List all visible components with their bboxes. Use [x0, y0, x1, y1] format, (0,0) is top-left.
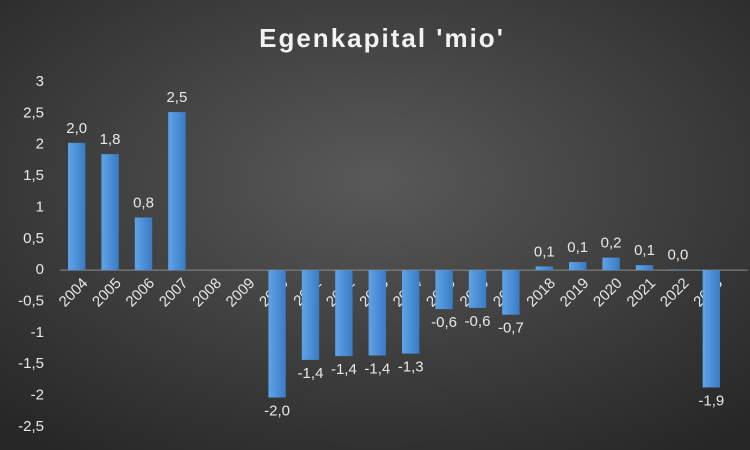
y-tick-label: -2 — [31, 387, 44, 404]
bar — [301, 270, 320, 360]
data-label: 0,0 — [667, 247, 688, 264]
bar — [468, 270, 487, 308]
bar — [569, 262, 587, 271]
bar — [335, 270, 353, 357]
data-label: -0,6 — [465, 313, 491, 330]
data-label: 1,8 — [100, 131, 121, 148]
bar — [635, 265, 654, 271]
data-label: -1,9 — [698, 392, 724, 409]
data-label: 2,5 — [166, 89, 187, 106]
bar — [168, 112, 186, 271]
y-tick-label: 3 — [36, 73, 44, 90]
data-label: 0,1 — [567, 239, 588, 256]
y-tick-label: 0 — [36, 261, 44, 278]
y-tick-label: -2,5 — [18, 418, 44, 435]
y-tick-label: 0,5 — [23, 230, 44, 247]
data-label: -1,4 — [364, 360, 390, 377]
bar — [402, 270, 420, 354]
bar — [435, 270, 453, 310]
data-label: -1,3 — [398, 359, 424, 376]
bar — [669, 269, 687, 271]
data-label: 0,8 — [133, 194, 154, 211]
bar — [602, 257, 620, 271]
y-tick-label: 2,5 — [23, 104, 44, 121]
y-tick-label: -1,5 — [18, 355, 44, 372]
data-label: -2,0 — [264, 402, 290, 419]
y-tick-label: -1 — [31, 324, 44, 341]
data-label: -0,6 — [431, 314, 457, 331]
bar — [535, 266, 553, 271]
data-label: -1,4 — [298, 365, 324, 382]
data-label: -0,7 — [498, 320, 524, 337]
bar — [68, 142, 86, 271]
data-label: 2,0 — [66, 120, 87, 137]
bar — [368, 270, 386, 356]
data-label: 0,2 — [601, 235, 622, 252]
bar — [268, 270, 286, 398]
bar — [502, 270, 520, 315]
y-tick-label: 2 — [36, 136, 44, 153]
data-label: 0,1 — [634, 242, 655, 259]
y-tick-label: 1 — [36, 198, 44, 215]
data-label: 0,1 — [534, 243, 555, 260]
bar — [134, 217, 153, 271]
chart-title: Egenkapital 'mio' — [259, 23, 505, 53]
bar — [702, 270, 720, 388]
y-tick-label: -0,5 — [18, 293, 44, 310]
bar — [101, 154, 119, 271]
y-tick-label: 1,5 — [23, 167, 44, 184]
data-label: -1,4 — [331, 361, 357, 378]
